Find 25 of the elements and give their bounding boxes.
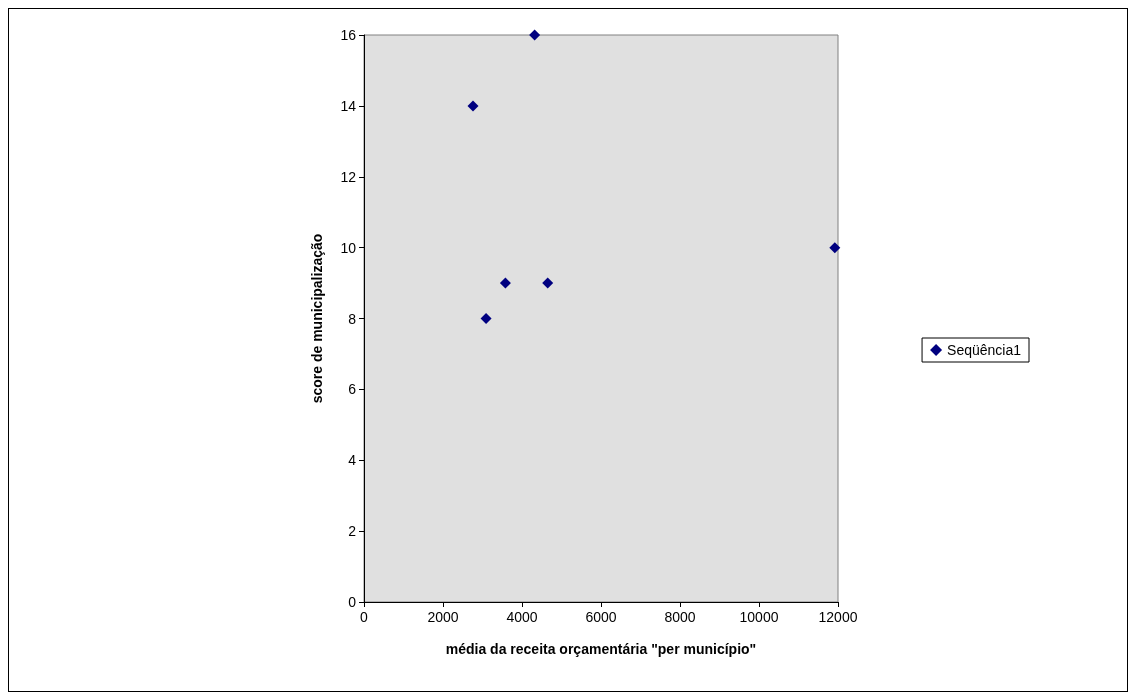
- point: [499, 277, 511, 289]
- point: [467, 100, 479, 112]
- legend-label: Seqüência1: [947, 342, 1022, 358]
- y-tick-label: 4: [348, 452, 357, 469]
- y-tick-label: 12: [340, 168, 357, 185]
- x-axis-title: média da receita orçamentária "per município": [445, 641, 757, 657]
- y-tick-label: 14: [340, 97, 357, 114]
- y-tick-label: 6: [348, 381, 357, 398]
- x-tick-label: 4000: [506, 609, 538, 625]
- y-axis-title: score de municipalização: [309, 233, 325, 404]
- point: [829, 242, 841, 254]
- y-tick-label: 16: [340, 27, 357, 43]
- y-tick-label: 8: [348, 310, 357, 327]
- x-tick-label: 0: [360, 609, 369, 625]
- point: [542, 277, 554, 289]
- y-tick-label: 2: [348, 523, 357, 540]
- x-tick-label: 2000: [427, 609, 459, 625]
- y-tick-label: 0: [348, 594, 357, 610]
- point: [480, 313, 492, 324]
- x-tick-label: 10000: [739, 609, 779, 625]
- point: [529, 29, 541, 41]
- y-tick-label: 10: [340, 239, 357, 256]
- x-tick-label: 6000: [585, 609, 617, 625]
- x-tick-label: 8000: [664, 609, 696, 625]
- x-tick-label: 12000: [818, 609, 858, 625]
